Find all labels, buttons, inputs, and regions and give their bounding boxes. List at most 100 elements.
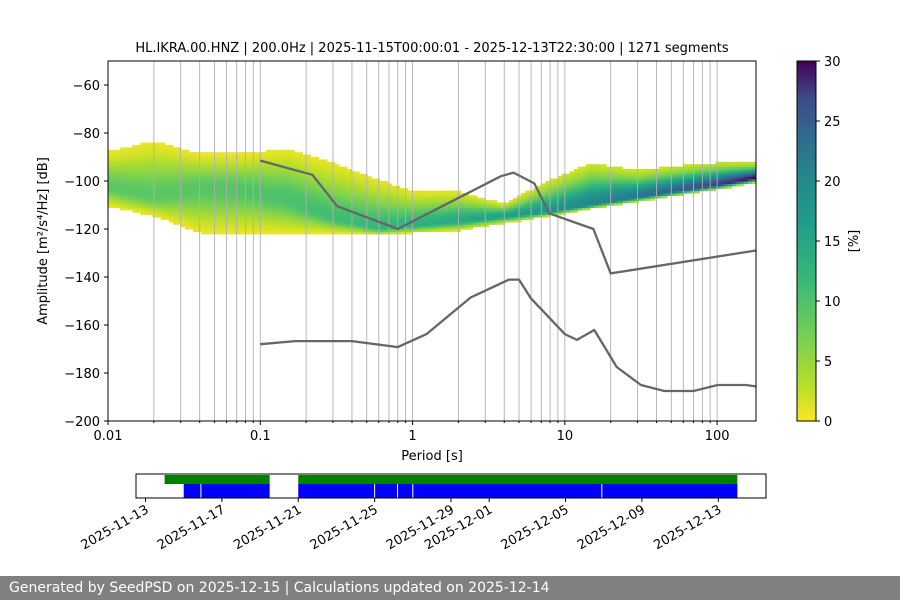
- heatmap-cell: [642, 173, 648, 177]
- heatmap-cell: [618, 190, 623, 194]
- heatmap-cell: [650, 193, 656, 196]
- heatmap-cell: [371, 214, 376, 218]
- heatmap-cell: [152, 181, 158, 184]
- heatmap-cell: [650, 178, 656, 182]
- heatmap-cell: [585, 171, 591, 175]
- heatmap-cell: [144, 181, 150, 184]
- heatmap-cell: [537, 202, 542, 206]
- heatmap-cell: [415, 195, 421, 199]
- heatmap-cell: [602, 183, 607, 187]
- heatmap-cell: [342, 219, 348, 223]
- heatmap-cell: [148, 190, 154, 194]
- heatmap-cell: [261, 229, 267, 232]
- heatmap-cell: [184, 152, 190, 156]
- heatmap-cell: [521, 193, 526, 196]
- heatmap-cell: [261, 212, 267, 216]
- heatmap-cell: [136, 183, 141, 187]
- heatmap-cell: [638, 195, 644, 199]
- heatmap-cell: [229, 181, 235, 184]
- heatmap-cell: [411, 207, 417, 211]
- heatmap-cell: [124, 171, 129, 175]
- heatmap-cell: [193, 185, 198, 189]
- heatmap-cell: [265, 171, 271, 175]
- colorbar-tick-label: 25: [824, 115, 841, 130]
- heatmap-cell: [176, 157, 182, 160]
- heatmap-cell: [747, 161, 753, 165]
- heatmap-cell: [581, 188, 587, 192]
- heatmap-cell: [245, 157, 251, 160]
- heatmap-cell: [650, 188, 656, 192]
- heatmap-cell: [213, 226, 218, 230]
- heatmap-cell: [278, 190, 283, 194]
- heatmap-cell: [233, 173, 239, 177]
- heatmap-cell: [193, 166, 198, 170]
- heatmap-cell: [606, 183, 611, 187]
- heatmap-cell: [355, 231, 360, 235]
- heatmap-cell: [116, 152, 121, 156]
- heatmap-cell: [739, 169, 745, 172]
- heatmap-cell: [274, 195, 279, 199]
- heatmap-cell: [144, 195, 150, 199]
- heatmap-cell: [160, 157, 166, 160]
- heatmap-cell: [436, 224, 441, 228]
- heatmap-cell: [476, 217, 482, 220]
- heatmap-cell: [351, 197, 356, 201]
- heatmap-cell: [116, 188, 121, 192]
- heatmap-cell: [375, 205, 380, 208]
- heatmap-cell: [715, 173, 721, 177]
- heatmap-cell: [521, 209, 526, 213]
- heatmap-cell: [205, 157, 210, 160]
- heatmap-cell: [116, 169, 121, 172]
- heatmap-cell: [743, 171, 749, 175]
- heatmap-cell: [359, 200, 364, 204]
- heatmap-cell: [658, 166, 664, 170]
- heatmap-cell: [719, 185, 725, 189]
- heatmap-cell: [310, 164, 316, 168]
- heatmap-cell: [294, 200, 299, 204]
- heatmap-cell: [136, 200, 141, 204]
- heatmap-cell: [549, 209, 555, 213]
- heatmap-cell: [209, 166, 214, 170]
- heatmap-cell: [120, 200, 125, 204]
- heatmap-cell: [476, 202, 482, 206]
- heatmap-cell: [472, 224, 478, 228]
- heatmap-cell: [650, 185, 656, 189]
- heatmap-cell: [205, 176, 210, 180]
- heatmap-cell: [298, 161, 303, 165]
- heatmap-cell: [346, 207, 352, 211]
- heatmap-cell: [569, 209, 575, 213]
- heatmap-cell: [695, 169, 700, 172]
- heatmap-cell: [310, 224, 316, 228]
- heatmap-cell: [286, 193, 291, 196]
- heatmap-cell: [423, 197, 429, 201]
- heatmap-cell: [346, 214, 352, 218]
- heatmap-cell: [140, 202, 146, 206]
- heatmap-cell: [602, 195, 607, 199]
- heatmap-cell: [585, 181, 591, 184]
- heatmap-cell: [468, 214, 474, 218]
- heatmap-cell: [237, 221, 243, 225]
- heatmap-cell: [342, 226, 348, 230]
- heatmap-cell: [229, 154, 235, 158]
- heatmap-cell: [436, 205, 441, 208]
- timeline-tick-label: 2025-11-17: [155, 502, 228, 553]
- heatmap-cell: [156, 185, 162, 189]
- heatmap-cell: [132, 202, 137, 206]
- heatmap-cell: [108, 202, 113, 206]
- timeline-tick-label: 2025-11-25: [308, 502, 381, 553]
- heatmap-cell: [209, 229, 214, 232]
- heatmap-cell: [513, 207, 518, 211]
- heatmap-cell: [322, 214, 328, 218]
- heatmap-cell: [407, 193, 413, 196]
- heatmap-cell: [565, 181, 571, 184]
- heatmap-cell: [432, 202, 437, 206]
- heatmap-cell: [306, 202, 312, 206]
- heatmap-cell: [598, 188, 603, 192]
- heatmap-cell: [132, 207, 137, 211]
- heatmap-cell: [359, 185, 364, 189]
- heatmap-cell: [342, 200, 348, 204]
- heatmap-cell: [577, 190, 583, 194]
- heatmap-cell: [703, 171, 708, 175]
- heatmap-cell: [444, 219, 449, 223]
- heatmap-cell: [569, 197, 575, 201]
